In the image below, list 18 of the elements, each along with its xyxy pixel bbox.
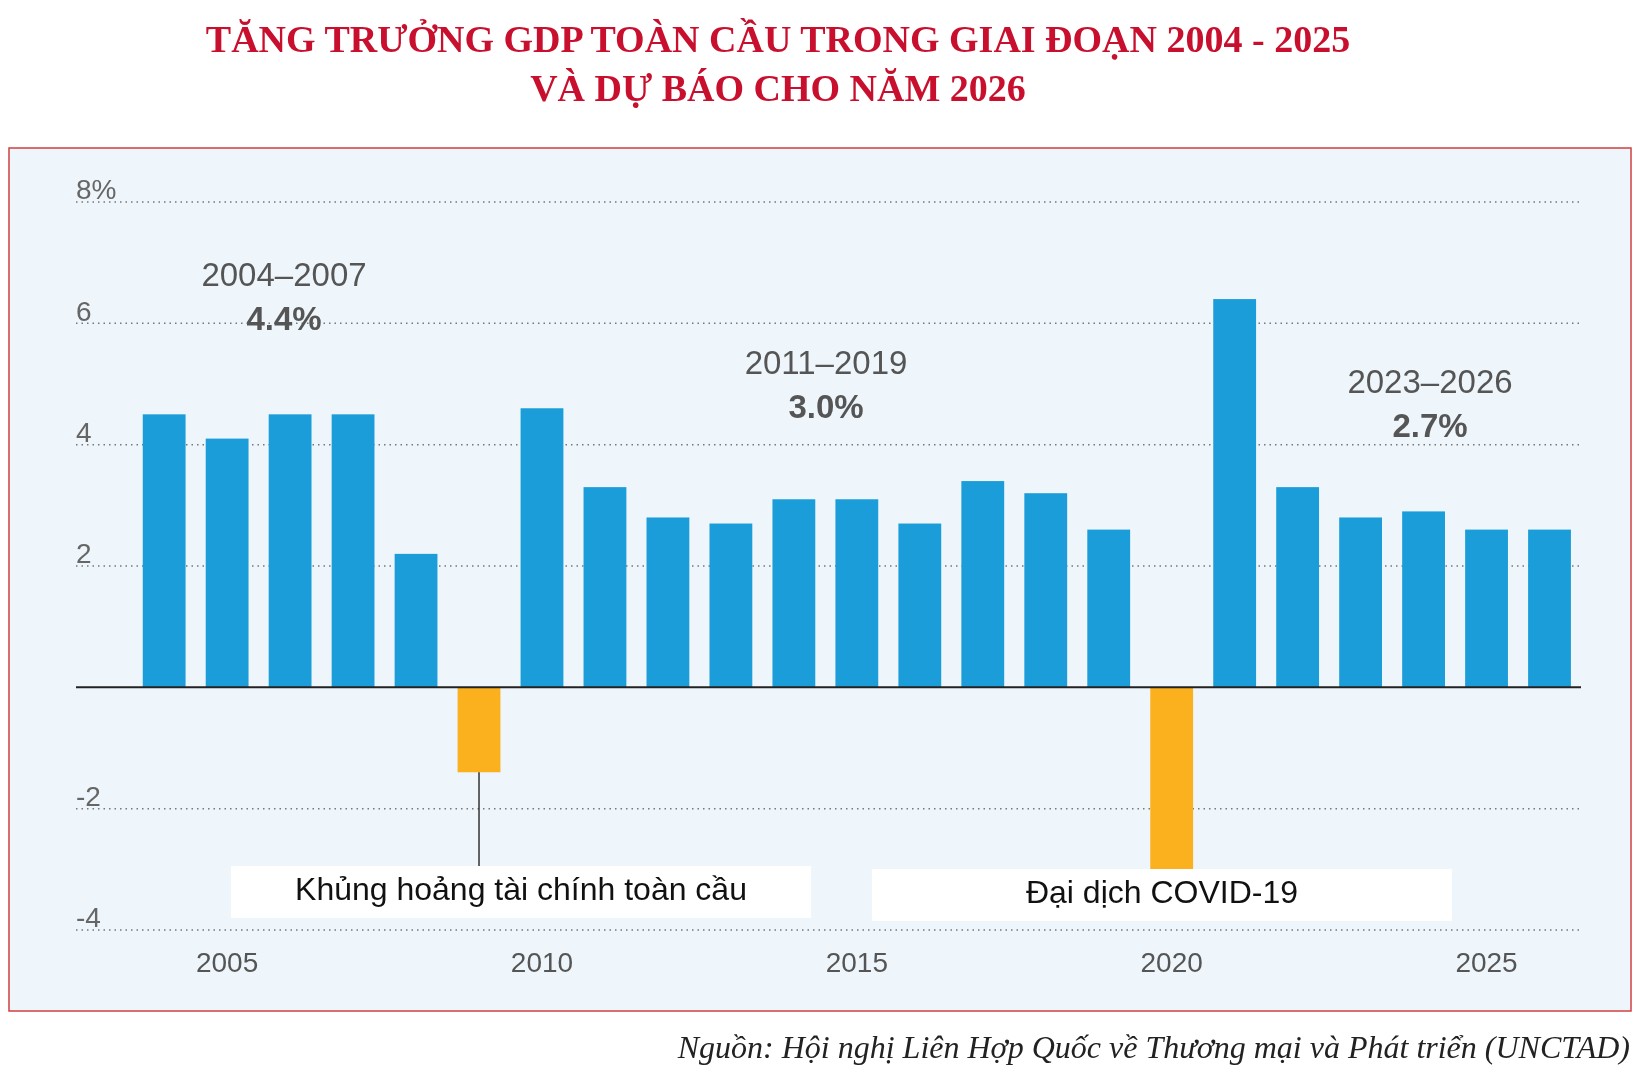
y-tick-label: -4 [76,902,101,934]
y-tick-label: 8% [76,174,117,206]
y-tick-label: 2 [76,538,92,570]
x-tick-label: 2010 [510,947,574,979]
x-tick-label: 2005 [195,947,259,979]
annotation: Đại dịch COVID-19 [1025,874,1299,911]
chart-title: TĂNG TRƯỞNG GDP TOÀN CẦU TRONG GIAI ĐOẠN 2004 - 2025 VÀ DỰ BÁO CHO NĂM 2026 [205,18,1351,109]
annotation: 2004–2007 4.4% [201,256,367,337]
annotation: 2023–2026 2.7% [1347,363,1513,444]
y-tick-label: 4 [76,417,92,449]
y-tick-label: 6 [76,295,92,327]
y-tick-label: -2 [76,781,101,813]
annotation: Khủng hoảng tài chính toàn cầu [295,871,747,908]
text: Nguồn: Hội nghị Liên Hợp Quốc về Thương mại và Phát triển (UNCTAD) [676,1029,1630,1065]
x-tick-label: 2020 [1140,947,1203,979]
x-tick-label: 2015 [825,947,888,979]
annotation: 2011–2019 3.0% [744,344,908,425]
x-tick-label: 2025 [1455,947,1518,979]
